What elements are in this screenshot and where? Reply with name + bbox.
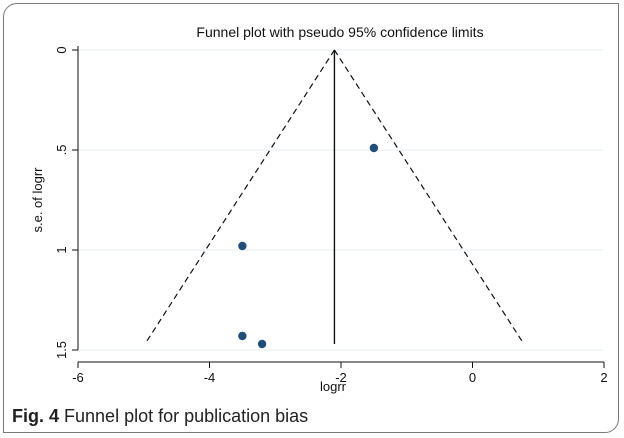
grid-lines [78,49,604,351]
axes: 0 .5 1 1.5-6 -4 -2 0 2 [54,46,608,385]
data-point [238,241,247,251]
x-tick-label: -2 [335,370,347,385]
data-points [238,143,379,349]
x-tick-label: 0 [469,370,476,385]
chart-title: Funnel plot with pseudo 95% confidence l… [196,24,483,40]
y-axis-label: s.e. of logrr [30,167,45,233]
y-tick-label: 1 [54,246,69,253]
y-tick-label: .5 [54,145,69,156]
y-tick-label: 1.5 [54,341,69,359]
figure-label: Fig. 4 [12,406,60,426]
data-point [257,339,267,349]
figure-frame [3,3,619,433]
data-point [238,331,247,341]
caption-text: Funnel plot for publication bias [64,406,309,426]
x-tick-label: -4 [204,370,216,385]
upper-confidence-limit [333,49,525,345]
data-point [369,143,379,153]
lower-confidence-limit [144,49,335,345]
x-axis-label: logrr [320,379,347,394]
x-tick-label: 2 [600,370,607,385]
funnel-lines [144,49,525,345]
figure-caption: Fig. 4 Funnel plot for publication bias [12,406,308,427]
x-tick-label: -6 [72,370,84,385]
y-tick-label: 0 [54,46,69,53]
